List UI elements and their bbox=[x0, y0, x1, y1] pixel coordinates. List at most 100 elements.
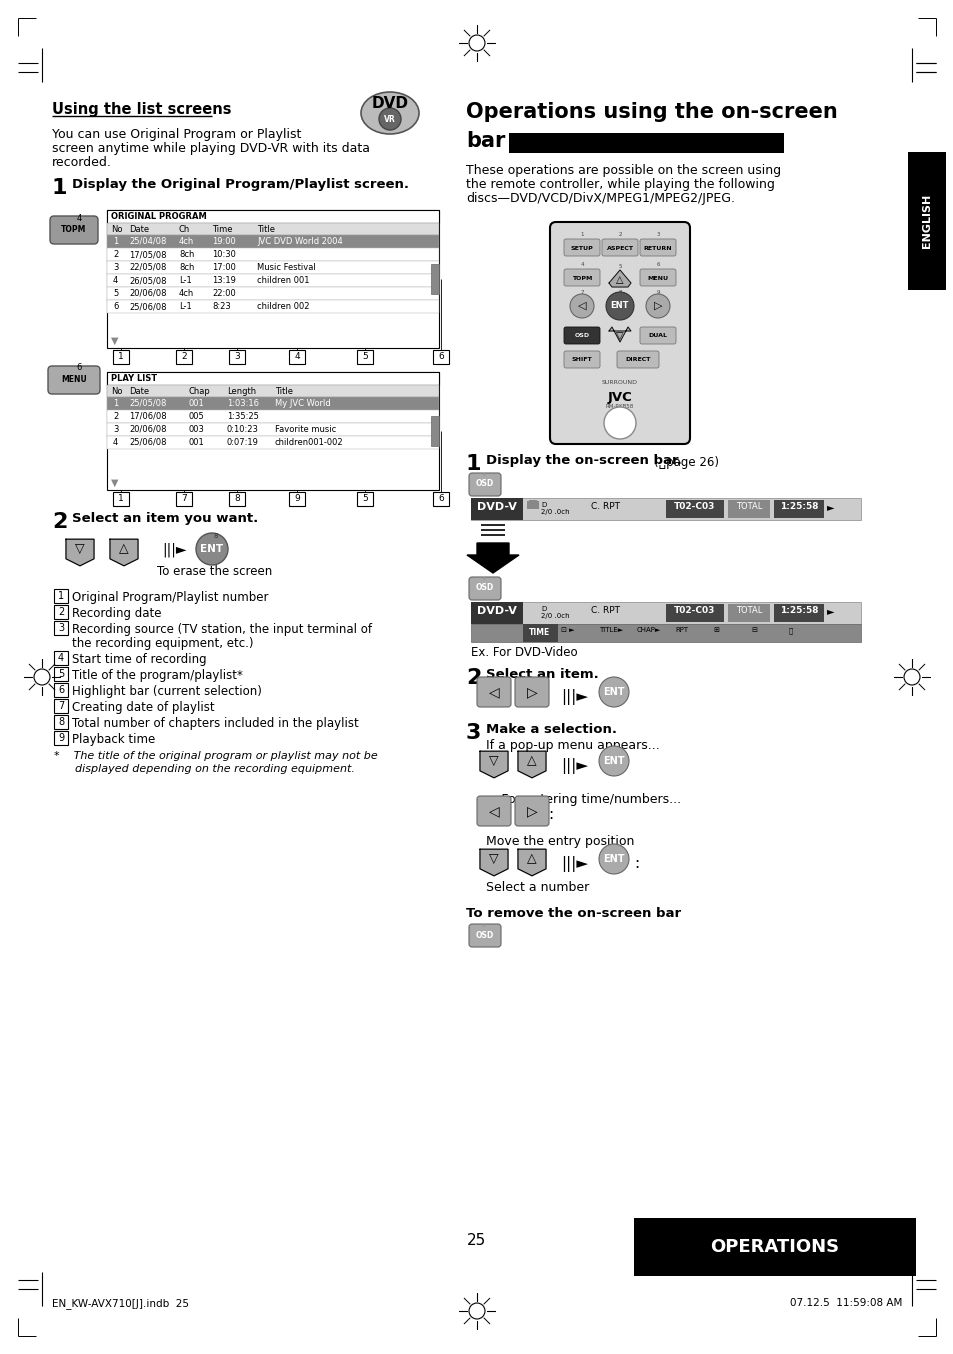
Text: 3: 3 bbox=[112, 425, 118, 435]
Bar bbox=[107, 287, 438, 301]
Text: No: No bbox=[111, 225, 122, 234]
Text: Date: Date bbox=[129, 225, 149, 234]
Text: 26/05/08: 26/05/08 bbox=[129, 276, 167, 284]
Text: 10:30: 10:30 bbox=[212, 250, 235, 259]
Text: •  For entering time/numbers...: • For entering time/numbers... bbox=[485, 793, 680, 806]
FancyBboxPatch shape bbox=[48, 366, 100, 394]
Circle shape bbox=[569, 294, 594, 318]
Text: •: • bbox=[209, 533, 214, 544]
Bar bbox=[289, 349, 305, 364]
Text: △: △ bbox=[616, 275, 623, 284]
Bar bbox=[107, 223, 438, 236]
Bar bbox=[107, 248, 438, 261]
Bar bbox=[431, 264, 438, 294]
Text: Recording date: Recording date bbox=[71, 607, 161, 620]
Text: If a pop-up menu appears...: If a pop-up menu appears... bbox=[485, 739, 659, 751]
Text: Total number of chapters included in the playlist: Total number of chapters included in the… bbox=[71, 718, 358, 730]
Bar bbox=[356, 349, 373, 364]
Text: 1:03:16: 1:03:16 bbox=[227, 399, 258, 408]
Text: L-1: L-1 bbox=[179, 276, 192, 284]
Bar bbox=[107, 372, 438, 490]
Text: 0:10:23: 0:10:23 bbox=[227, 425, 258, 435]
Text: 7: 7 bbox=[181, 494, 187, 502]
Text: MENU: MENU bbox=[61, 375, 87, 385]
Text: |||►: |||► bbox=[560, 856, 587, 872]
Text: Playback time: Playback time bbox=[71, 733, 155, 746]
Text: RETURN: RETURN bbox=[643, 245, 672, 250]
Text: discs—DVD/VCD/DivX/MPEG1/MPEG2/JPEG.: discs—DVD/VCD/DivX/MPEG1/MPEG2/JPEG. bbox=[465, 192, 734, 204]
FancyBboxPatch shape bbox=[469, 577, 500, 600]
Circle shape bbox=[605, 292, 634, 320]
Text: Ch: Ch bbox=[179, 225, 190, 234]
Polygon shape bbox=[608, 269, 630, 287]
Text: TOTAL: TOTAL bbox=[735, 607, 761, 615]
Text: children001-002: children001-002 bbox=[274, 437, 343, 447]
Text: 8: 8 bbox=[233, 494, 239, 502]
Text: ▼: ▼ bbox=[112, 478, 118, 487]
Text: 07.12.5  11:59:08 AM: 07.12.5 11:59:08 AM bbox=[789, 1298, 901, 1308]
Text: DVD-V: DVD-V bbox=[476, 502, 517, 512]
Text: 1: 1 bbox=[465, 454, 481, 474]
Bar bbox=[107, 210, 438, 223]
Text: |||►: |||► bbox=[162, 543, 186, 558]
Text: OSD: OSD bbox=[574, 333, 589, 338]
Text: the remote controller, while playing the following: the remote controller, while playing the… bbox=[465, 177, 774, 191]
Text: ENGLISH: ENGLISH bbox=[921, 194, 931, 248]
Text: Original Program/Playlist number: Original Program/Playlist number bbox=[71, 590, 268, 604]
Text: 8: 8 bbox=[58, 718, 64, 727]
Text: 001: 001 bbox=[189, 399, 205, 408]
Text: To erase the screen: To erase the screen bbox=[157, 565, 272, 578]
Bar bbox=[54, 605, 68, 619]
Bar bbox=[107, 397, 438, 410]
Text: 2: 2 bbox=[52, 512, 68, 532]
Text: :: : bbox=[634, 856, 639, 871]
Text: •: • bbox=[611, 684, 616, 693]
FancyBboxPatch shape bbox=[639, 240, 676, 256]
Text: 4: 4 bbox=[76, 214, 82, 223]
Bar bbox=[229, 492, 245, 506]
Text: 6: 6 bbox=[76, 363, 82, 372]
Text: ENT: ENT bbox=[602, 686, 624, 697]
Bar bbox=[107, 385, 438, 397]
Text: TITLE►: TITLE► bbox=[598, 627, 622, 634]
Text: No: No bbox=[111, 387, 122, 395]
Text: 5: 5 bbox=[112, 288, 118, 298]
Bar bbox=[54, 651, 68, 665]
Text: 9: 9 bbox=[58, 733, 64, 743]
Text: ▼: ▼ bbox=[112, 336, 118, 347]
Text: D
2/0 .0ch: D 2/0 .0ch bbox=[540, 502, 569, 515]
Text: 8ch: 8ch bbox=[179, 250, 194, 259]
Text: ENT: ENT bbox=[610, 302, 629, 310]
Polygon shape bbox=[479, 849, 507, 876]
Text: Music Festival: Music Festival bbox=[256, 263, 315, 272]
Bar bbox=[433, 492, 449, 506]
Text: 8: 8 bbox=[213, 533, 218, 539]
Text: You can use Original Program or Playlist: You can use Original Program or Playlist bbox=[52, 129, 301, 141]
Circle shape bbox=[598, 677, 628, 707]
Text: 9: 9 bbox=[294, 494, 299, 502]
Polygon shape bbox=[467, 543, 518, 573]
Bar bbox=[289, 492, 305, 506]
Text: ◁: ◁ bbox=[488, 685, 498, 699]
Text: ►: ► bbox=[826, 607, 834, 616]
Bar bbox=[529, 500, 537, 505]
Text: 17:00: 17:00 bbox=[212, 263, 235, 272]
Bar bbox=[727, 500, 769, 519]
Text: Make a selection.: Make a selection. bbox=[485, 723, 617, 737]
Text: 6: 6 bbox=[656, 263, 659, 268]
Bar bbox=[54, 731, 68, 745]
Text: OSD: OSD bbox=[476, 584, 494, 593]
Text: 6: 6 bbox=[437, 352, 443, 362]
Text: ◁: ◁ bbox=[488, 804, 498, 818]
Text: 5: 5 bbox=[362, 352, 368, 362]
Text: △: △ bbox=[119, 543, 129, 555]
Bar bbox=[229, 349, 245, 364]
Text: 1: 1 bbox=[112, 237, 118, 246]
Text: 17/05/08: 17/05/08 bbox=[129, 250, 167, 259]
Text: •: • bbox=[481, 575, 486, 584]
Text: 1: 1 bbox=[118, 494, 124, 502]
Text: RM-RKB58: RM-RKB58 bbox=[605, 403, 634, 409]
Text: To remove the on-screen bar: To remove the on-screen bar bbox=[465, 907, 680, 919]
Text: Display the on-screen bar.: Display the on-screen bar. bbox=[485, 454, 681, 467]
Bar bbox=[431, 416, 438, 445]
